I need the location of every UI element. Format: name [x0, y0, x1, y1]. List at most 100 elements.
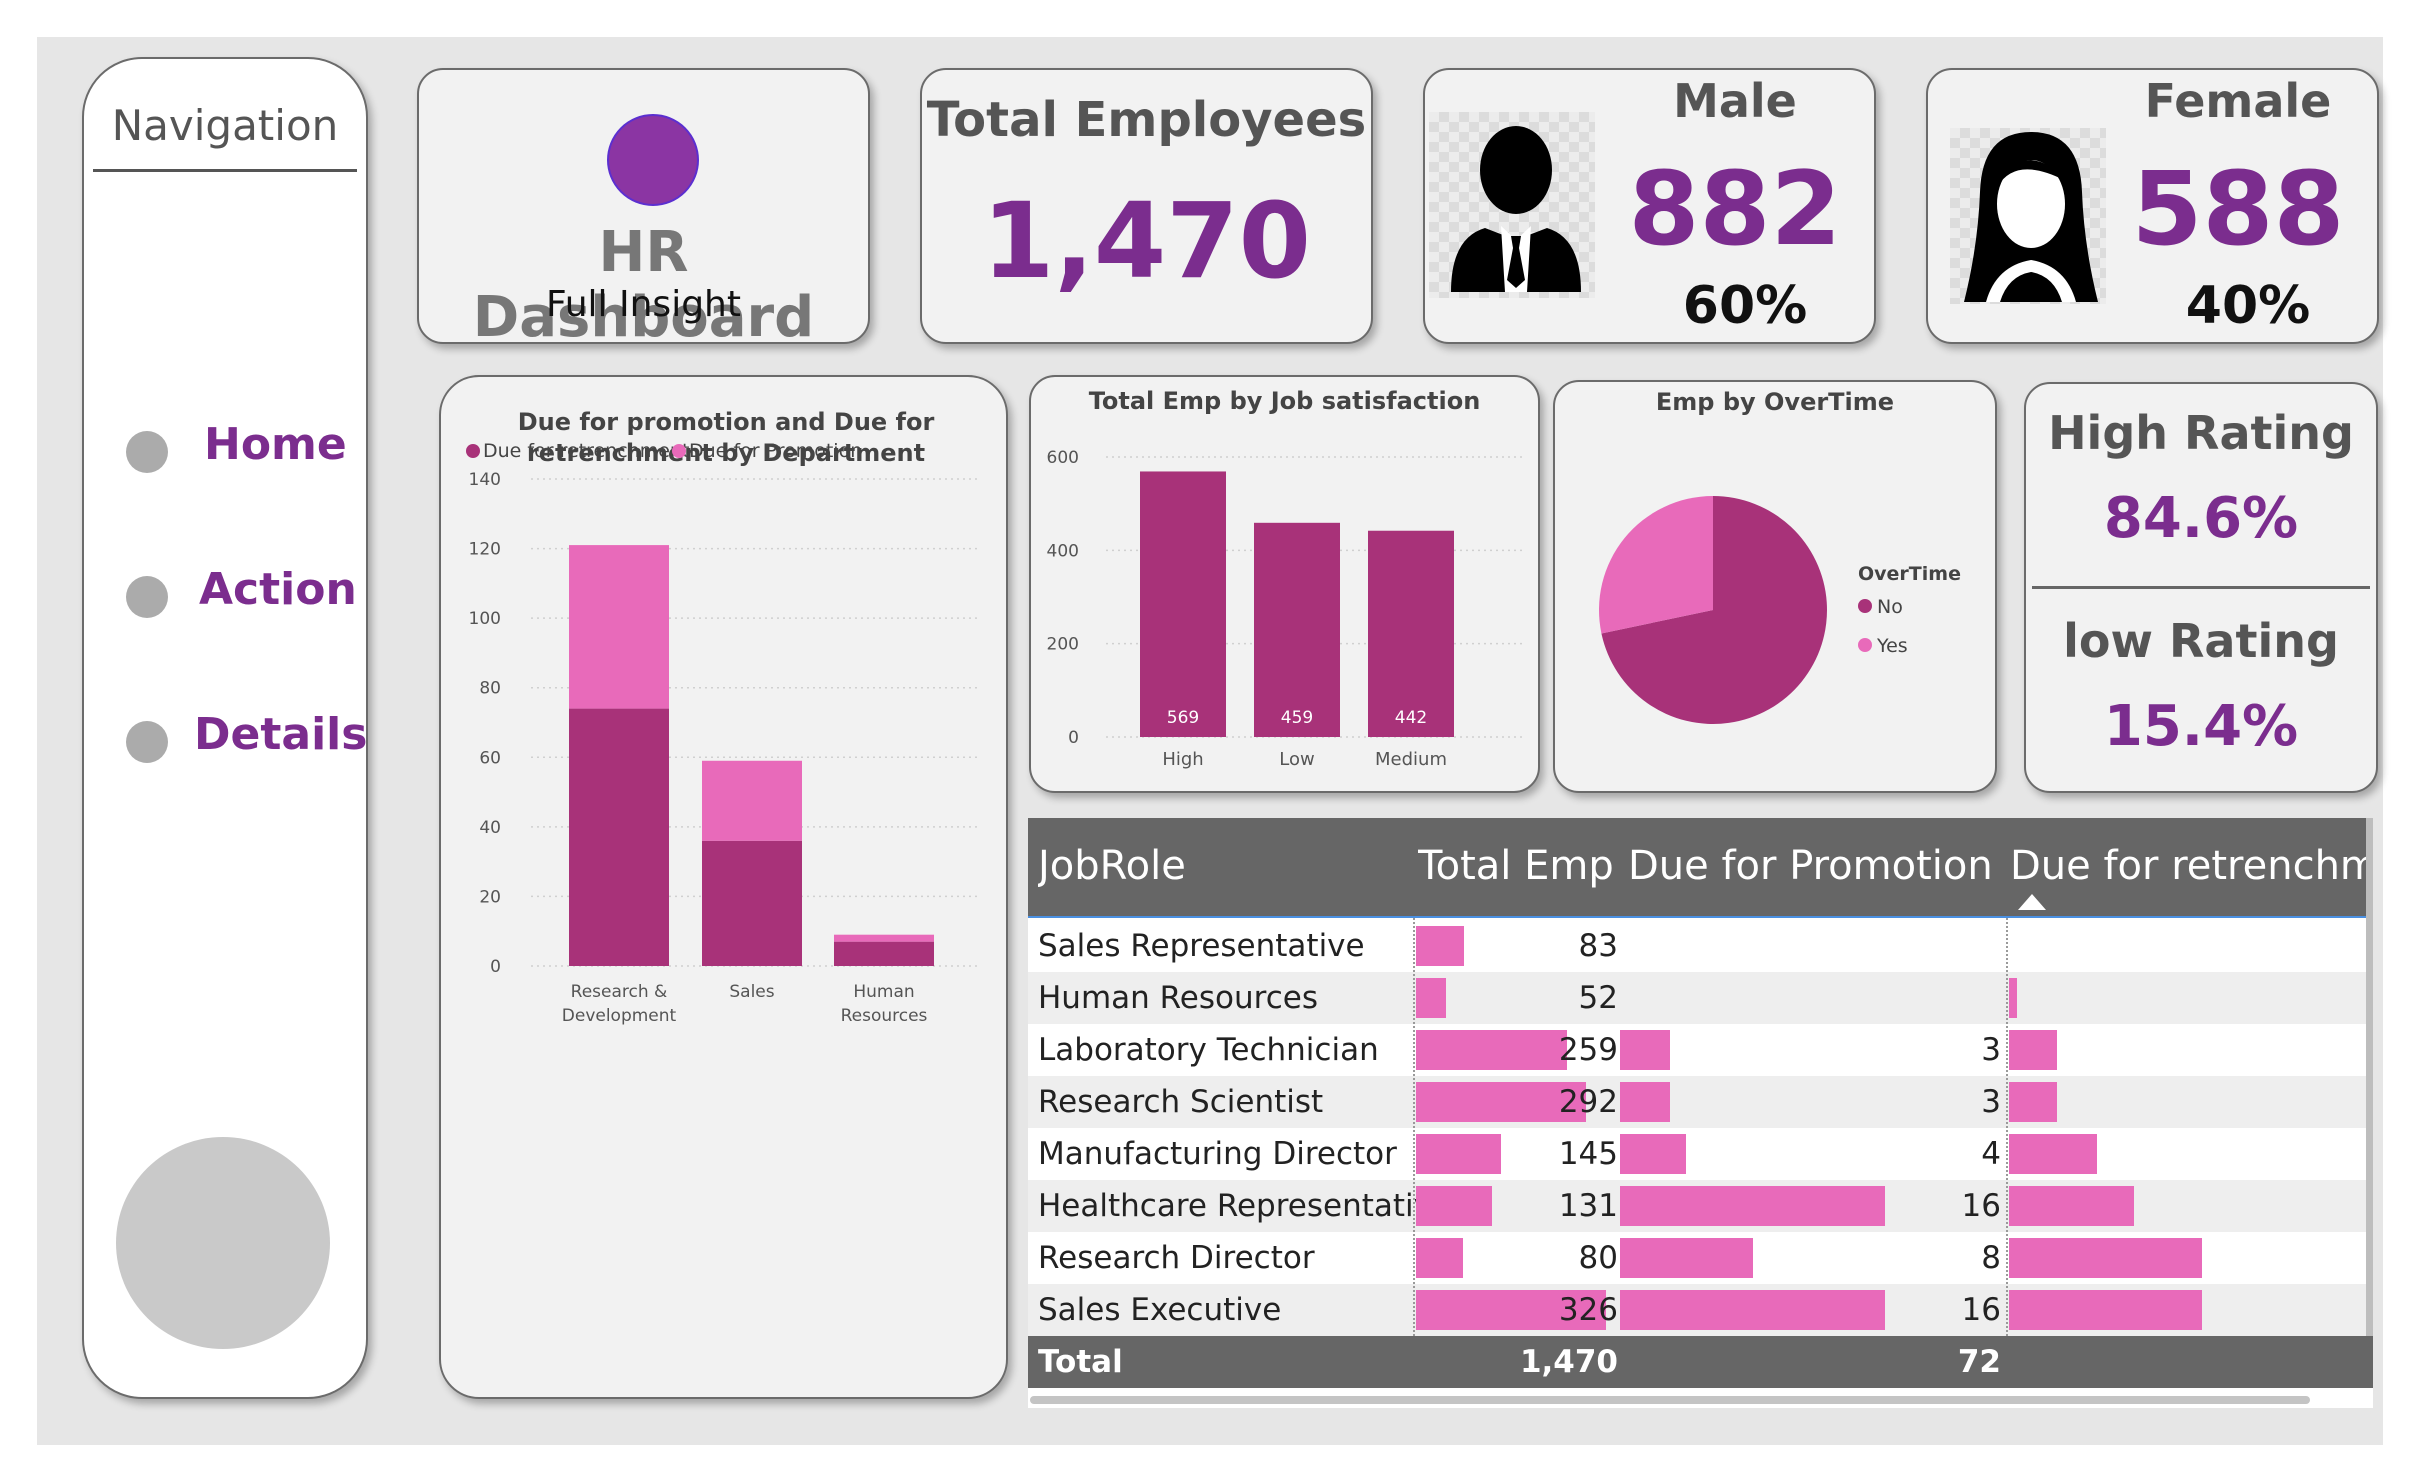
details-bullet-icon	[126, 721, 168, 763]
promotion-cell: 16	[1961, 1188, 2001, 1224]
promotion-cell: 4	[1981, 1136, 2001, 1172]
pie-slice-no	[1601, 496, 1827, 724]
y-tick-label: 40	[479, 818, 501, 838]
promotion-bar	[1620, 1134, 1687, 1174]
navigation-divider	[93, 169, 357, 172]
female-card: Female 588 40%	[1926, 68, 2379, 344]
bar-data-label: 442	[1395, 708, 1427, 728]
bar-promotion	[702, 760, 802, 841]
legend-label-promotion: Due for Promotion	[689, 440, 862, 462]
total-emp-cell: 52	[1578, 980, 1618, 1016]
job-satisfaction-card: Total Emp by Job satisfaction 0 200 400 600…	[1029, 375, 1540, 793]
home-bullet-icon	[126, 431, 168, 473]
legend-marker-yes	[1858, 638, 1872, 652]
retrenchment-bar	[2009, 1134, 2098, 1174]
x-category-label: Research &	[571, 982, 668, 1002]
bar-promotion	[569, 545, 669, 709]
overtime-card: Emp by OverTime OverTime No Yes	[1553, 380, 1997, 793]
page-title: HR Dashboard	[472, 220, 815, 350]
y-tick-label: 600	[1047, 448, 1079, 468]
total-employees-title: Total Employees	[926, 92, 1367, 148]
y-tick-label: 60	[479, 748, 501, 768]
table-row[interactable]: Healthcare Representative 131 16	[1028, 1180, 2373, 1232]
job-satisfaction-title: Total Emp by Job satisfaction	[1088, 387, 1481, 415]
sort-ascending-icon[interactable]	[2018, 894, 2046, 910]
male-count: 882	[1628, 150, 1842, 269]
promotion-cell: 3	[1981, 1032, 2001, 1068]
navigation-title: Navigation	[111, 101, 339, 150]
header-card: HR Dashboard Full Insight	[417, 68, 870, 350]
department-chart-title: Due for promotion and Due for retrenchme…	[517, 408, 935, 467]
table-row[interactable]: Manufacturing Director 145 4	[1028, 1128, 2373, 1180]
bar-low	[1254, 522, 1340, 737]
department-chart-card: Due for promotion and Due for retrenchme…	[439, 375, 1008, 1399]
low-rating-title: low Rating	[2063, 614, 2339, 668]
total-employees-value: 1,470	[982, 180, 1311, 302]
jobrole-cell: Research Director	[1038, 1240, 1315, 1276]
retrenchment-bar	[2009, 1238, 2202, 1278]
table-row[interactable]: Research Scientist 292 3	[1028, 1076, 2373, 1128]
table-horizontal-scrollbar[interactable]	[1030, 1396, 2310, 1404]
column-separator	[2006, 918, 2008, 1336]
pie-slice-yes	[1599, 496, 1713, 634]
y-tick-label: 400	[1047, 541, 1079, 561]
legend-title: OverTime	[1858, 563, 1961, 585]
male-title: Male	[1673, 74, 1797, 128]
nav-details-button[interactable]: Details	[194, 709, 368, 760]
total-emp-bar	[1416, 1238, 1463, 1278]
total-emp-cell: 145	[1558, 1136, 1618, 1172]
table-row[interactable]: Human Resources 52	[1028, 972, 2373, 1024]
total-emp-bar	[1416, 1082, 1587, 1122]
jobrole-cell: Human Resources	[1038, 980, 1318, 1016]
x-category-label: Low	[1279, 749, 1314, 770]
y-tick-label: 80	[479, 679, 501, 699]
page-subtitle: Full Insight	[546, 284, 741, 325]
column-header-total-emp[interactable]: Total Emp	[1418, 843, 1614, 889]
column-header-jobrole[interactable]: JobRole	[1038, 843, 1186, 889]
jobrole-cell: Laboratory Technician	[1038, 1032, 1379, 1068]
total-emp-bar	[1416, 1134, 1501, 1174]
x-category-label: Sales	[729, 982, 774, 1002]
high-rating-title: High Rating	[2048, 406, 2354, 460]
nav-home-button[interactable]: Home	[204, 419, 347, 470]
promotion-bar	[1620, 1186, 1885, 1226]
x-category-label: Human	[853, 982, 914, 1002]
high-rating-value: 84.6%	[2103, 486, 2299, 551]
x-category-label: High	[1162, 749, 1203, 770]
male-percentage: 60%	[1682, 276, 1808, 336]
x-category-label: Development	[562, 1006, 677, 1026]
column-header-due-retrenchment[interactable]: Due for retrenchment	[2010, 843, 2368, 889]
overtime-title: Emp by OverTime	[1655, 388, 1895, 416]
table-total-row: Total 1,470 72	[1028, 1336, 2373, 1388]
nav-action-button[interactable]: Action	[199, 564, 357, 615]
table-row[interactable]: Laboratory Technician 259 3	[1028, 1024, 2373, 1076]
promotion-bar	[1620, 1290, 1885, 1330]
female-title: Female	[2144, 74, 2332, 128]
total-emp-cell: 131	[1558, 1188, 1618, 1224]
x-category-label: Medium	[1375, 749, 1447, 770]
rating-card: High Rating 84.6% low Rating 15.4%	[2024, 382, 2378, 793]
table-row[interactable]: Research Director 80 8	[1028, 1232, 2373, 1284]
column-separator	[1413, 918, 1415, 1336]
male-person-icon	[1451, 126, 1581, 292]
column-header-due-promotion[interactable]: Due for Promotion	[1628, 843, 1993, 889]
total-emp-bar	[1416, 978, 1447, 1018]
total-emp-cell: 83	[1578, 928, 1618, 964]
promotion-bar	[1620, 1030, 1670, 1070]
total-emp-sum: 1,470	[1519, 1344, 1618, 1380]
table-header: JobRole Total Emp Due for Promotion Due …	[1028, 818, 2373, 918]
table-row[interactable]: Sales Representative 83	[1028, 920, 2373, 972]
bar-high	[1140, 471, 1226, 737]
user-avatar[interactable]	[116, 1137, 330, 1349]
female-percentage: 40%	[2185, 276, 2311, 336]
retrenchment-bar	[2009, 1030, 2058, 1070]
legend-label-retrenchment: Due for retrenchment	[483, 440, 689, 462]
total-emp-cell: 326	[1558, 1292, 1618, 1328]
total-employees-card: Total Employees 1,470	[920, 68, 1373, 344]
table-vertical-scrollbar[interactable]	[2366, 818, 2373, 1336]
department-bar-chart: 0 20 40 60 80 100 120 140 Due for retrenchment Du…	[466, 440, 981, 1026]
promotion-bar	[1620, 1238, 1753, 1278]
table-row[interactable]: Sales Executive 326 16	[1028, 1284, 2373, 1336]
low-rating-value: 15.4%	[2103, 694, 2299, 759]
retrenchment-bar	[2009, 1082, 2058, 1122]
